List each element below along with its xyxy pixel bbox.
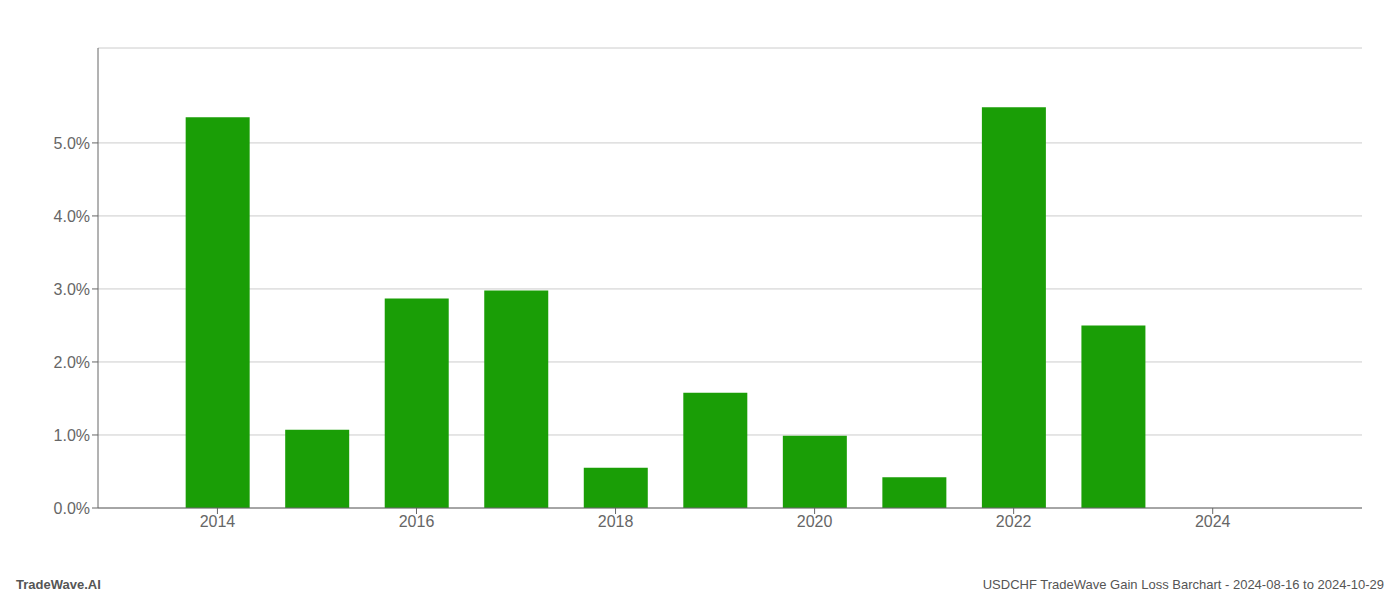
html-text:TradeWave.AI: TradeWave.AI	[16, 577, 101, 592]
svg-text:2016: 2016	[399, 513, 435, 530]
svg-text:4.0%: 4.0%	[54, 208, 90, 225]
svg-text:2014: 2014	[200, 513, 236, 530]
svg-text:2022: 2022	[996, 513, 1032, 530]
svg-text:2018: 2018	[598, 513, 634, 530]
svg-text:2020: 2020	[797, 513, 833, 530]
svg-text:2024: 2024	[1195, 513, 1231, 530]
svg-text:0.0%: 0.0%	[54, 500, 90, 517]
svg-text:2.0%: 2.0%	[54, 354, 90, 371]
svg-text:5.0%: 5.0%	[54, 135, 90, 152]
svg-text:1.0%: 1.0%	[54, 427, 90, 444]
svg-text:3.0%: 3.0%	[54, 281, 90, 298]
html-text:USDCHF TradeWave Gain Loss Bar: USDCHF TradeWave Gain Loss Barchart - 20…	[982, 577, 1384, 592]
